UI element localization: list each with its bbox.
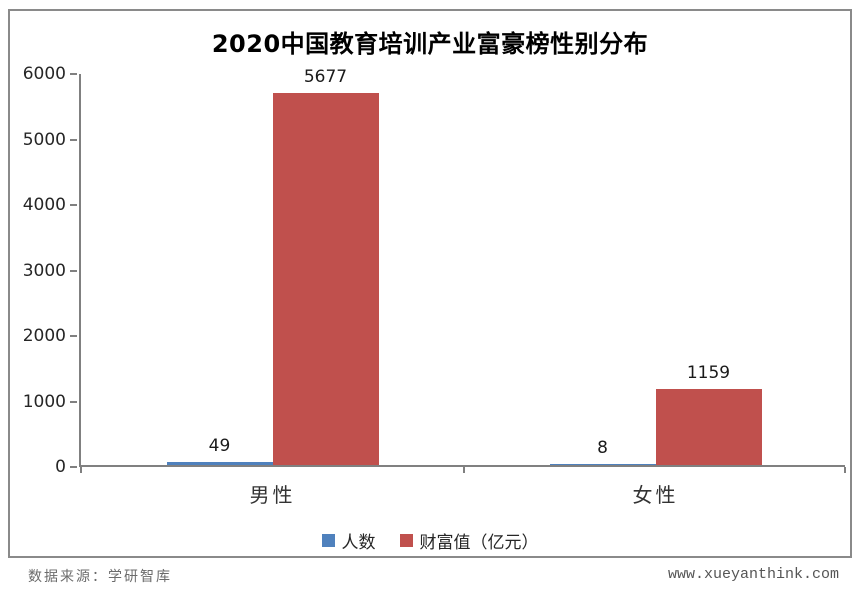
y-axis-tick-label: 6000 [22, 64, 66, 84]
y-axis-tick-label: 4000 [22, 195, 66, 215]
category-label-1: 女性 [632, 483, 679, 507]
y-axis-tick [70, 138, 77, 141]
y-axis-tick-label: 1000 [22, 391, 66, 412]
bar-count-1 [549, 464, 656, 465]
x-axis-tick [844, 467, 846, 473]
footer-website: www.xueyanthink.com [667, 566, 839, 583]
footer-source: 数据来源：学研智库 [28, 569, 172, 585]
y-axis-tick [70, 204, 77, 206]
bar-value-label: 5677 [303, 67, 348, 88]
bar-wealth-0 [272, 93, 379, 465]
y-axis-tick [70, 400, 77, 403]
bar-value-label: 8 [597, 438, 608, 458]
legend-item-0: 人数 [321, 528, 376, 553]
category-label-0: 男性 [249, 483, 296, 507]
y-axis-tick [70, 335, 77, 337]
y-axis-tick-label: 0 [55, 457, 66, 477]
legend-item-1: 财富值（亿元） [399, 528, 539, 553]
bar-wealth-1 [655, 389, 762, 465]
legend-swatch-icon [321, 534, 335, 547]
y-axis-tick-label: 3000 [22, 260, 66, 281]
legend: 人数 财富值（亿元） [10, 528, 850, 553]
chart-title: 2020中国教育培训产业富豪榜性别分布 [211, 30, 649, 58]
y-axis-tick [70, 269, 77, 272]
legend-swatch-icon [399, 534, 413, 547]
bar-value-label: 1159 [686, 363, 731, 384]
y-axis-tick-label: 5000 [22, 129, 66, 150]
bar-count-0 [166, 461, 273, 465]
x-axis-tick [463, 467, 465, 473]
y-axis-tick [70, 73, 77, 75]
bar-value-label: 49 [208, 435, 231, 456]
y-axis-tick [70, 466, 77, 468]
plot-area: 0 1000 2000 3000 4000 5000 6000 49 5677 男性 8 1159 女性 [23, 64, 846, 507]
chart-frame: 2020中国教育培训产业富豪榜性别分布 0 1000 2000 3000 4000 500… [8, 9, 852, 558]
y-axis-tick-label: 2000 [22, 326, 66, 346]
x-axis-tick [80, 467, 82, 473]
legend-label: 人数 [341, 533, 376, 553]
legend-label: 财富值（亿元） [419, 533, 539, 553]
